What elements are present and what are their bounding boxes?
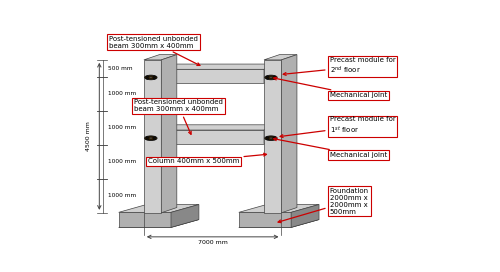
Text: Column 400mm x 500mm: Column 400mm x 500mm [148, 153, 266, 165]
Ellipse shape [153, 137, 156, 138]
Ellipse shape [266, 137, 269, 138]
Ellipse shape [266, 76, 269, 77]
Text: Mechanical joint: Mechanical joint [274, 138, 387, 158]
Polygon shape [162, 130, 264, 144]
Ellipse shape [270, 77, 272, 78]
Polygon shape [264, 60, 281, 213]
Ellipse shape [273, 78, 276, 79]
Ellipse shape [146, 76, 148, 77]
Polygon shape [118, 220, 199, 227]
Ellipse shape [150, 138, 152, 139]
Polygon shape [171, 205, 199, 227]
Polygon shape [144, 60, 162, 213]
Polygon shape [239, 220, 319, 227]
Polygon shape [264, 64, 280, 83]
Polygon shape [162, 55, 177, 213]
Ellipse shape [265, 136, 277, 141]
Ellipse shape [266, 139, 269, 140]
Polygon shape [144, 55, 177, 60]
Ellipse shape [273, 137, 276, 138]
Polygon shape [162, 69, 264, 83]
Polygon shape [239, 212, 291, 227]
Polygon shape [162, 125, 280, 130]
Ellipse shape [153, 78, 156, 79]
Text: 7000 mm: 7000 mm [198, 240, 228, 245]
Ellipse shape [153, 139, 156, 140]
Ellipse shape [144, 136, 157, 141]
Ellipse shape [144, 75, 157, 80]
Text: Mechanical joint: Mechanical joint [274, 77, 387, 98]
Ellipse shape [146, 78, 148, 79]
Text: 500 mm: 500 mm [108, 66, 132, 71]
Ellipse shape [265, 75, 277, 80]
Ellipse shape [273, 139, 276, 140]
Ellipse shape [273, 76, 276, 77]
Text: Foundation
2000mm x
2000mm x
500mm: Foundation 2000mm x 2000mm x 500mm [278, 188, 369, 223]
Polygon shape [291, 205, 319, 227]
Text: 1000 mm: 1000 mm [108, 193, 136, 198]
Polygon shape [264, 55, 297, 60]
Ellipse shape [146, 137, 148, 138]
Ellipse shape [270, 138, 272, 139]
Ellipse shape [153, 76, 156, 77]
Text: 4500 mm: 4500 mm [86, 121, 91, 151]
Text: 1000 mm: 1000 mm [108, 125, 136, 130]
Polygon shape [118, 205, 199, 212]
Polygon shape [162, 64, 280, 69]
Text: Precast module for
2$^{nd}$ floor: Precast module for 2$^{nd}$ floor [283, 57, 396, 76]
Ellipse shape [150, 77, 152, 78]
Text: Precast module for
1$^{st}$ floor: Precast module for 1$^{st}$ floor [280, 116, 396, 138]
Text: Post-tensioned unbonded
beam 300mm x 400mm: Post-tensioned unbonded beam 300mm x 400… [109, 36, 200, 66]
Ellipse shape [266, 78, 269, 79]
Ellipse shape [146, 139, 148, 140]
Polygon shape [282, 55, 297, 213]
Polygon shape [264, 125, 280, 144]
Text: Post-tensioned unbonded
beam 300mm x 400mm: Post-tensioned unbonded beam 300mm x 400… [134, 100, 223, 134]
Text: 1000 mm: 1000 mm [108, 91, 136, 96]
Text: 1000 mm: 1000 mm [108, 159, 136, 164]
Polygon shape [239, 205, 319, 212]
Polygon shape [118, 212, 171, 227]
